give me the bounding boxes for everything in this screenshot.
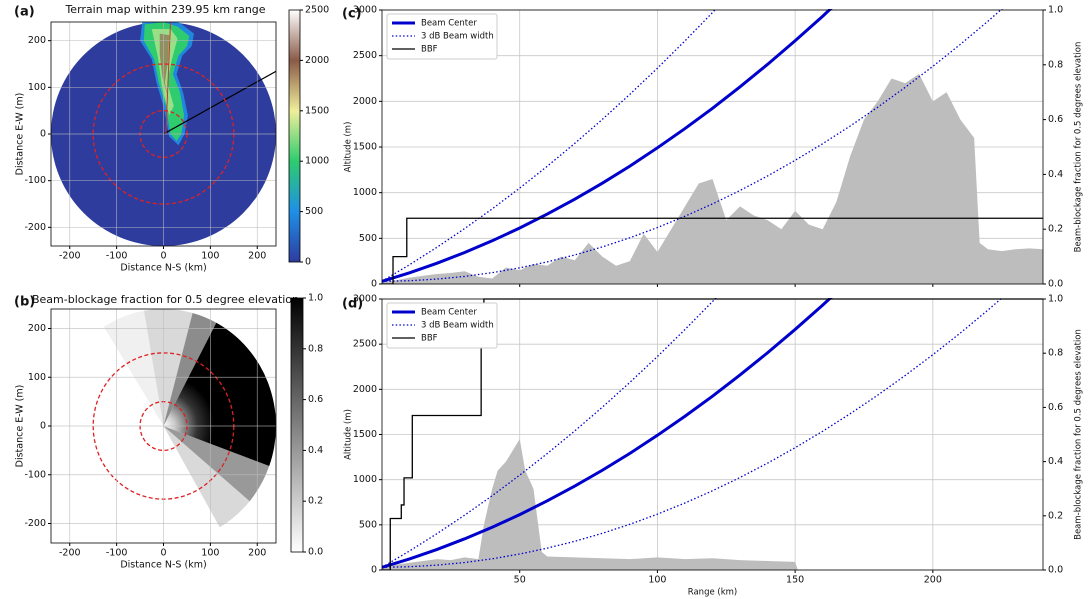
y2-tick-label: 1.0 [1048, 294, 1063, 305]
panel-label: (c) [342, 7, 362, 22]
colorbar-tick-label: 0.0 [308, 547, 323, 558]
y2-tick-label: 0.8 [1048, 59, 1063, 70]
legend-label: Beam Center [421, 308, 477, 318]
x-tick-label: 0 [160, 251, 166, 262]
x-tick-label: 200 [248, 548, 266, 559]
y-tick-label: 2500 [353, 50, 377, 61]
y-tick-label: 0 [40, 129, 46, 140]
y-axis-label: Altitude (m) [344, 122, 354, 173]
colorbar-tick-label: 2000 [305, 55, 329, 66]
y2-tick-label: 0.2 [1048, 510, 1063, 521]
y2-tick-label: 0.2 [1048, 224, 1063, 235]
x-tick-label: -100 [106, 251, 128, 262]
colorbar-tick-label: 500 [305, 206, 323, 217]
colorbar-tick-label: 1000 [305, 156, 329, 167]
plot-area [93, 309, 276, 527]
y-axis-label: Distance E-W (m) [15, 93, 26, 176]
x-tick-label: 0 [160, 548, 166, 559]
panel-title: Terrain map within 239.95 km range [64, 3, 265, 16]
panel-label: (a) [14, 5, 35, 20]
colorbar-tick-label: 1500 [305, 105, 329, 116]
y-tick-label: 1500 [353, 142, 377, 153]
colorbar [291, 298, 303, 552]
y2-tick-label: 0.6 [1048, 402, 1063, 413]
y-tick-label: 200 [28, 323, 46, 334]
y2-tick-label: 0.8 [1048, 348, 1063, 359]
y-tick-label: 1000 [353, 187, 377, 198]
panel-label: (d) [342, 297, 363, 312]
x-tick-label: 200 [924, 575, 942, 586]
figure: -200 -100 0 100 200 -200 -100 0 100 200 Terrain ma… [0, 0, 1088, 599]
y-tick-label: 1500 [353, 429, 377, 440]
x-tick-label: 200 [248, 251, 266, 262]
x-tick-label: 150 [786, 575, 804, 586]
colorbar-tick-label: 2500 [305, 5, 329, 16]
x-tick-label: 50 [514, 575, 526, 586]
page: -200 -100 0 100 200 -200 -100 0 100 200 Terrain ma… [0, 0, 1088, 599]
y-tick-label: 100 [28, 82, 46, 93]
panel-title: Beam-blockage fraction for 0.5 degree el… [32, 293, 299, 306]
colorbar-tick-label: 1.0 [308, 293, 323, 304]
y-tick-label: -200 [24, 222, 46, 233]
plot-area [51, 18, 281, 246]
x-tick-label: 100 [201, 548, 219, 559]
colorbar-tick-label: 0.2 [308, 496, 323, 507]
terrain-area [382, 439, 798, 570]
legend-label: BBF [421, 334, 438, 344]
y-tick-label: 200 [28, 35, 46, 46]
x-axis-label: Distance N-S (km) [120, 263, 206, 274]
y-tick-label: 2000 [353, 96, 377, 107]
y-axis-label: Altitude (m) [344, 409, 354, 460]
legend-label: BBF [421, 45, 438, 55]
y-tick-label: 2500 [353, 339, 377, 350]
y-tick-label: 2000 [353, 384, 377, 395]
y-tick-label: -100 [24, 469, 46, 480]
x-tick-label: 100 [201, 251, 219, 262]
y2-tick-label: 0.0 [1048, 279, 1063, 290]
y-tick-label: -100 [24, 175, 46, 186]
panel-label: (b) [14, 295, 35, 310]
x-tick-label: -200 [59, 548, 81, 559]
y-tick-label: 500 [359, 233, 377, 244]
y-tick-label: 0 [371, 279, 377, 290]
y2-tick-label: 1.0 [1048, 5, 1063, 16]
terrain-area [382, 74, 1043, 284]
y-tick-label: 0 [40, 421, 46, 432]
y2-tick-label: 0.0 [1048, 565, 1063, 576]
y-tick-label: 100 [28, 372, 46, 383]
x-axis-label: Range (km) [688, 588, 737, 598]
y-tick-label: 500 [359, 519, 377, 530]
colorbar-tick-label: 0.8 [308, 343, 323, 354]
y2-tick-label: 0.4 [1048, 456, 1063, 467]
y2-axis-label: Beam-blockage fraction for 0.5 degrees e… [1074, 329, 1084, 540]
y2-axis-label: Beam-blockage fraction for 0.5 degrees e… [1074, 42, 1084, 253]
colorbar [289, 10, 300, 262]
y2-tick-label: 0.4 [1048, 169, 1063, 180]
x-tick-label: -200 [59, 251, 81, 262]
x-tick-label: 100 [648, 575, 666, 586]
y-tick-label: 0 [371, 565, 377, 576]
y-tick-label: -200 [24, 518, 46, 529]
legend-label: 3 dB Beam width [421, 321, 494, 331]
y-tick-label: 1000 [353, 474, 377, 485]
colorbar-tick-label: 0.4 [308, 445, 323, 456]
legend-label: 3 dB Beam width [421, 32, 494, 42]
x-tick-label: -100 [106, 548, 128, 559]
plot-area [382, 0, 1043, 570]
y2-tick-label: 0.6 [1048, 114, 1063, 125]
colorbar-tick-label: 0 [305, 257, 311, 268]
legend-label: Beam Center [421, 19, 477, 29]
y-axis-label: Distance E-W (m) [15, 385, 26, 468]
colorbar-tick-label: 0.6 [308, 394, 323, 405]
x-axis-label: Distance N-S (km) [120, 560, 206, 571]
